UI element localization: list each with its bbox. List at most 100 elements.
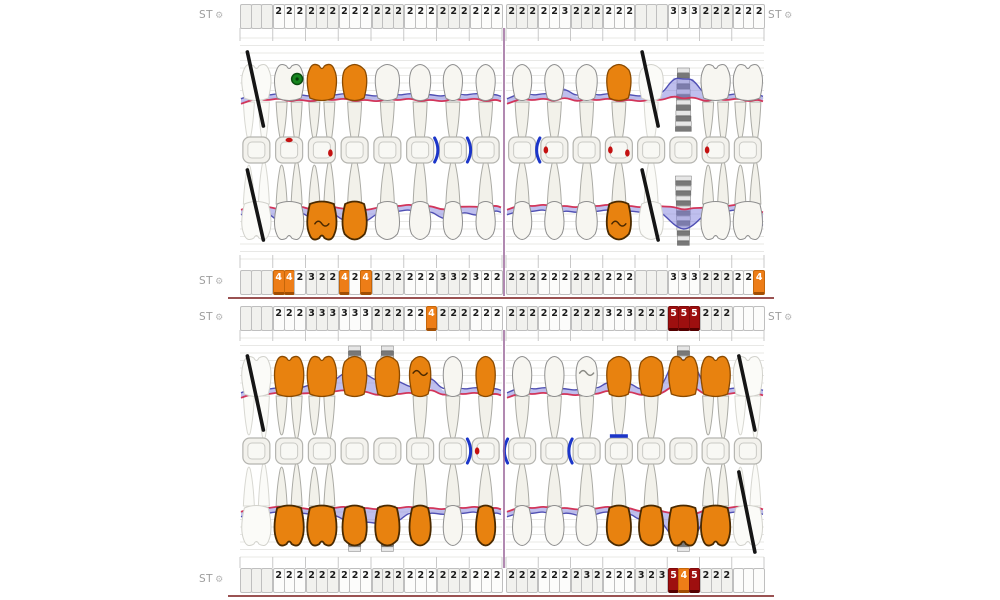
tooth-upper-right-3[interactable] [575,201,598,240]
gear-icon[interactable]: ⚙ [215,313,224,323]
occlusal-lower-left-3[interactable] [307,437,336,465]
st-cell[interactable]: 2 [491,270,503,295]
st-cell[interactable]: 3 [559,4,571,29]
st-cell[interactable]: 3 [678,4,690,29]
st-cell[interactable]: 2 [491,568,503,593]
st-cell[interactable]: 2 [458,306,471,331]
occlusal-lower-left-7[interactable] [438,437,467,465]
st-cell[interactable] [261,306,273,331]
st-cell[interactable]: 3 [688,270,701,295]
tooth-lower-left-6[interactable] [408,504,432,547]
st-cell[interactable]: 4 [678,568,690,593]
upper-arch-chart[interactable] [228,28,774,268]
st-cell[interactable]: 2 [294,306,306,331]
tooth-upper-left-5[interactable] [374,201,400,240]
st-cell[interactable]: 4 [753,270,765,295]
tooth-upper-right-8[interactable] [732,201,763,241]
st-cell[interactable]: 2 [721,306,733,331]
st-cell[interactable]: 2 [294,568,306,593]
tooth-lower-left-2[interactable] [273,355,305,398]
st-cell[interactable]: 2 [425,4,438,29]
st-cell[interactable]: 2 [526,270,539,295]
tooth-lower-left-8[interactable] [475,504,497,547]
gear-icon[interactable]: ⚙ [784,313,793,323]
occlusal-lower-right-3[interactable] [572,437,601,465]
gear-icon[interactable]: ⚙ [215,575,224,585]
tooth-lower-right-1[interactable] [512,356,533,397]
tooth-lower-right-2[interactable] [544,505,565,546]
st-cell[interactable]: 2 [359,568,372,593]
st-cell[interactable]: 2 [603,4,615,29]
tooth-upper-left-1[interactable] [241,201,272,241]
tooth-upper-left-6[interactable] [409,201,432,240]
occlusal-upper-right-6[interactable] [669,136,698,164]
st-cell[interactable]: 2 [458,270,471,295]
st-cell[interactable]: 2 [392,306,405,331]
tooth-upper-left-2[interactable] [274,201,305,241]
st-cell[interactable]: 5 [678,306,690,331]
st-cell[interactable]: 2 [392,270,405,295]
st-cell[interactable]: 3 [447,270,460,295]
tooth-upper-right-1[interactable] [512,201,533,240]
st-cell[interactable]: 2 [415,306,427,331]
occlusal-upper-left-6[interactable] [406,136,435,164]
tooth-lower-left-7[interactable] [442,356,463,397]
st-cell[interactable] [240,568,252,593]
st-cell[interactable]: 2 [700,568,712,593]
tooth-lower-right-6[interactable] [667,504,699,547]
st-cell[interactable]: 2 [392,4,405,29]
tooth-lower-left-7[interactable] [442,505,463,546]
st-cell[interactable]: 2 [591,568,604,593]
st-cell[interactable]: 2 [753,4,765,29]
occlusal-lower-right-4[interactable] [604,437,633,465]
st-cell[interactable]: 2 [272,4,285,29]
st-cell[interactable]: 3 [623,306,636,331]
st-cell[interactable]: 2 [591,270,604,295]
st-cell[interactable]: 3 [688,4,701,29]
tooth-lower-left-6[interactable] [408,355,432,398]
occlusal-lower-left-4[interactable] [340,437,369,465]
tooth-lower-right-7[interactable] [700,504,732,547]
tooth-upper-right-1[interactable] [512,64,533,101]
st-cell[interactable]: 2 [700,270,712,295]
occlusal-upper-left-8[interactable] [471,136,500,164]
occlusal-lower-right-8[interactable] [733,437,762,465]
st-cell[interactable]: 3 [359,306,372,331]
st-cell[interactable] [753,568,765,593]
occlusal-upper-left-4[interactable] [340,136,369,164]
tooth-lower-right-4[interactable] [605,504,632,547]
tooth-lower-left-3[interactable] [306,355,338,398]
st-cell[interactable]: 3 [603,306,615,331]
tooth-lower-left-5[interactable] [374,355,401,398]
st-cell[interactable]: 2 [359,4,372,29]
st-cell[interactable]: 2 [623,4,636,29]
tooth-lower-right-3[interactable] [575,356,598,397]
tooth-lower-right-7[interactable] [700,355,731,398]
occlusal-upper-left-2[interactable] [275,136,304,164]
st-cell[interactable]: 2 [447,306,460,331]
st-cell[interactable]: 2 [425,270,438,295]
st-cell[interactable]: 2 [272,306,285,331]
occlusal-lower-right-2[interactable] [540,437,569,465]
st-cell[interactable]: 2 [415,568,427,593]
tooth-lower-left-2[interactable] [273,504,305,547]
occlusal-lower-left-2[interactable] [275,437,304,465]
tooth-upper-right-4[interactable] [605,200,632,241]
st-cell[interactable]: 2 [559,306,571,331]
st-cell[interactable] [240,270,252,295]
tooth-upper-left-8[interactable] [475,201,496,240]
st-cell[interactable]: 3 [678,270,690,295]
occlusal-upper-right-8[interactable] [733,136,762,164]
tooth-upper-right-4[interactable] [606,63,632,102]
st-cell[interactable]: 3 [656,568,668,593]
st-cell[interactable]: 2 [591,4,604,29]
tooth-upper-left-1[interactable] [241,63,272,101]
st-cell[interactable]: 3 [327,306,339,331]
st-cell[interactable] [656,4,668,29]
st-cell[interactable] [240,306,252,331]
st-cell[interactable]: 2 [700,4,712,29]
st-cell[interactable]: 2 [425,568,438,593]
st-cell[interactable]: 2 [415,270,427,295]
gear-icon[interactable]: ⚙ [215,11,224,21]
st-cell[interactable]: 2 [327,568,339,593]
